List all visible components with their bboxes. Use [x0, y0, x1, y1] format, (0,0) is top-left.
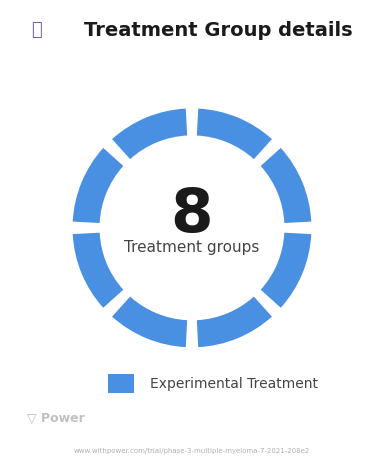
Wedge shape — [112, 297, 187, 347]
Wedge shape — [261, 148, 311, 223]
Text: 👥: 👥 — [31, 21, 41, 39]
Wedge shape — [112, 108, 187, 159]
Wedge shape — [197, 108, 272, 159]
Text: Experimental Treatment: Experimental Treatment — [150, 377, 318, 391]
Wedge shape — [197, 297, 272, 347]
Text: Treatment groups: Treatment groups — [124, 239, 260, 255]
Text: Treatment Group details: Treatment Group details — [84, 21, 353, 40]
Text: www.withpower.com/trial/phase-3-multiple-myeloma-7-2021-208e2: www.withpower.com/trial/phase-3-multiple… — [74, 448, 310, 454]
Wedge shape — [261, 232, 311, 308]
Wedge shape — [73, 148, 123, 223]
Text: 8: 8 — [171, 186, 213, 245]
Wedge shape — [73, 232, 123, 308]
Text: ▽ Power: ▽ Power — [27, 412, 84, 425]
